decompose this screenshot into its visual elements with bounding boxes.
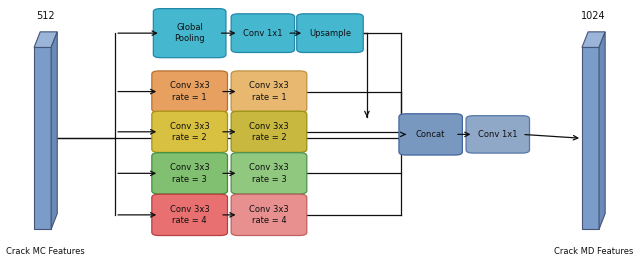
- Text: Conv 3x3
rate = 4: Conv 3x3 rate = 4: [249, 205, 289, 225]
- FancyBboxPatch shape: [399, 114, 462, 155]
- Text: Conv 1x1: Conv 1x1: [243, 29, 283, 38]
- Polygon shape: [599, 32, 605, 229]
- Text: Conv 3x3
rate = 3: Conv 3x3 rate = 3: [249, 163, 289, 183]
- Text: 512: 512: [36, 11, 55, 21]
- Text: Upsample: Upsample: [309, 29, 351, 38]
- FancyBboxPatch shape: [297, 14, 364, 52]
- FancyBboxPatch shape: [152, 111, 227, 152]
- FancyBboxPatch shape: [231, 14, 294, 52]
- Text: Crack MC Features: Crack MC Features: [6, 247, 85, 256]
- FancyBboxPatch shape: [152, 153, 227, 194]
- Text: Conv 3x3
rate = 4: Conv 3x3 rate = 4: [170, 205, 209, 225]
- Polygon shape: [34, 48, 51, 229]
- Text: Concat: Concat: [416, 130, 445, 139]
- FancyBboxPatch shape: [152, 71, 227, 112]
- Polygon shape: [582, 48, 599, 229]
- Text: Conv 3x3
rate = 1: Conv 3x3 rate = 1: [170, 81, 209, 102]
- FancyBboxPatch shape: [154, 9, 226, 58]
- Text: 1024: 1024: [581, 11, 606, 21]
- FancyBboxPatch shape: [231, 111, 307, 152]
- Text: Conv 3x3
rate = 1: Conv 3x3 rate = 1: [249, 81, 289, 102]
- FancyBboxPatch shape: [231, 153, 307, 194]
- Text: Conv 3x3
rate = 2: Conv 3x3 rate = 2: [249, 122, 289, 142]
- FancyBboxPatch shape: [231, 71, 307, 112]
- Polygon shape: [582, 32, 605, 48]
- Text: Conv 1x1: Conv 1x1: [478, 130, 518, 139]
- FancyBboxPatch shape: [466, 116, 529, 153]
- Text: Crack MD Features: Crack MD Features: [554, 247, 633, 256]
- Text: Global
Pooling: Global Pooling: [174, 23, 205, 43]
- Text: Conv 3x3
rate = 2: Conv 3x3 rate = 2: [170, 122, 209, 142]
- Text: Conv 3x3
rate = 3: Conv 3x3 rate = 3: [170, 163, 209, 183]
- Polygon shape: [34, 32, 57, 48]
- Polygon shape: [51, 32, 57, 229]
- FancyBboxPatch shape: [152, 194, 227, 235]
- FancyBboxPatch shape: [231, 194, 307, 235]
